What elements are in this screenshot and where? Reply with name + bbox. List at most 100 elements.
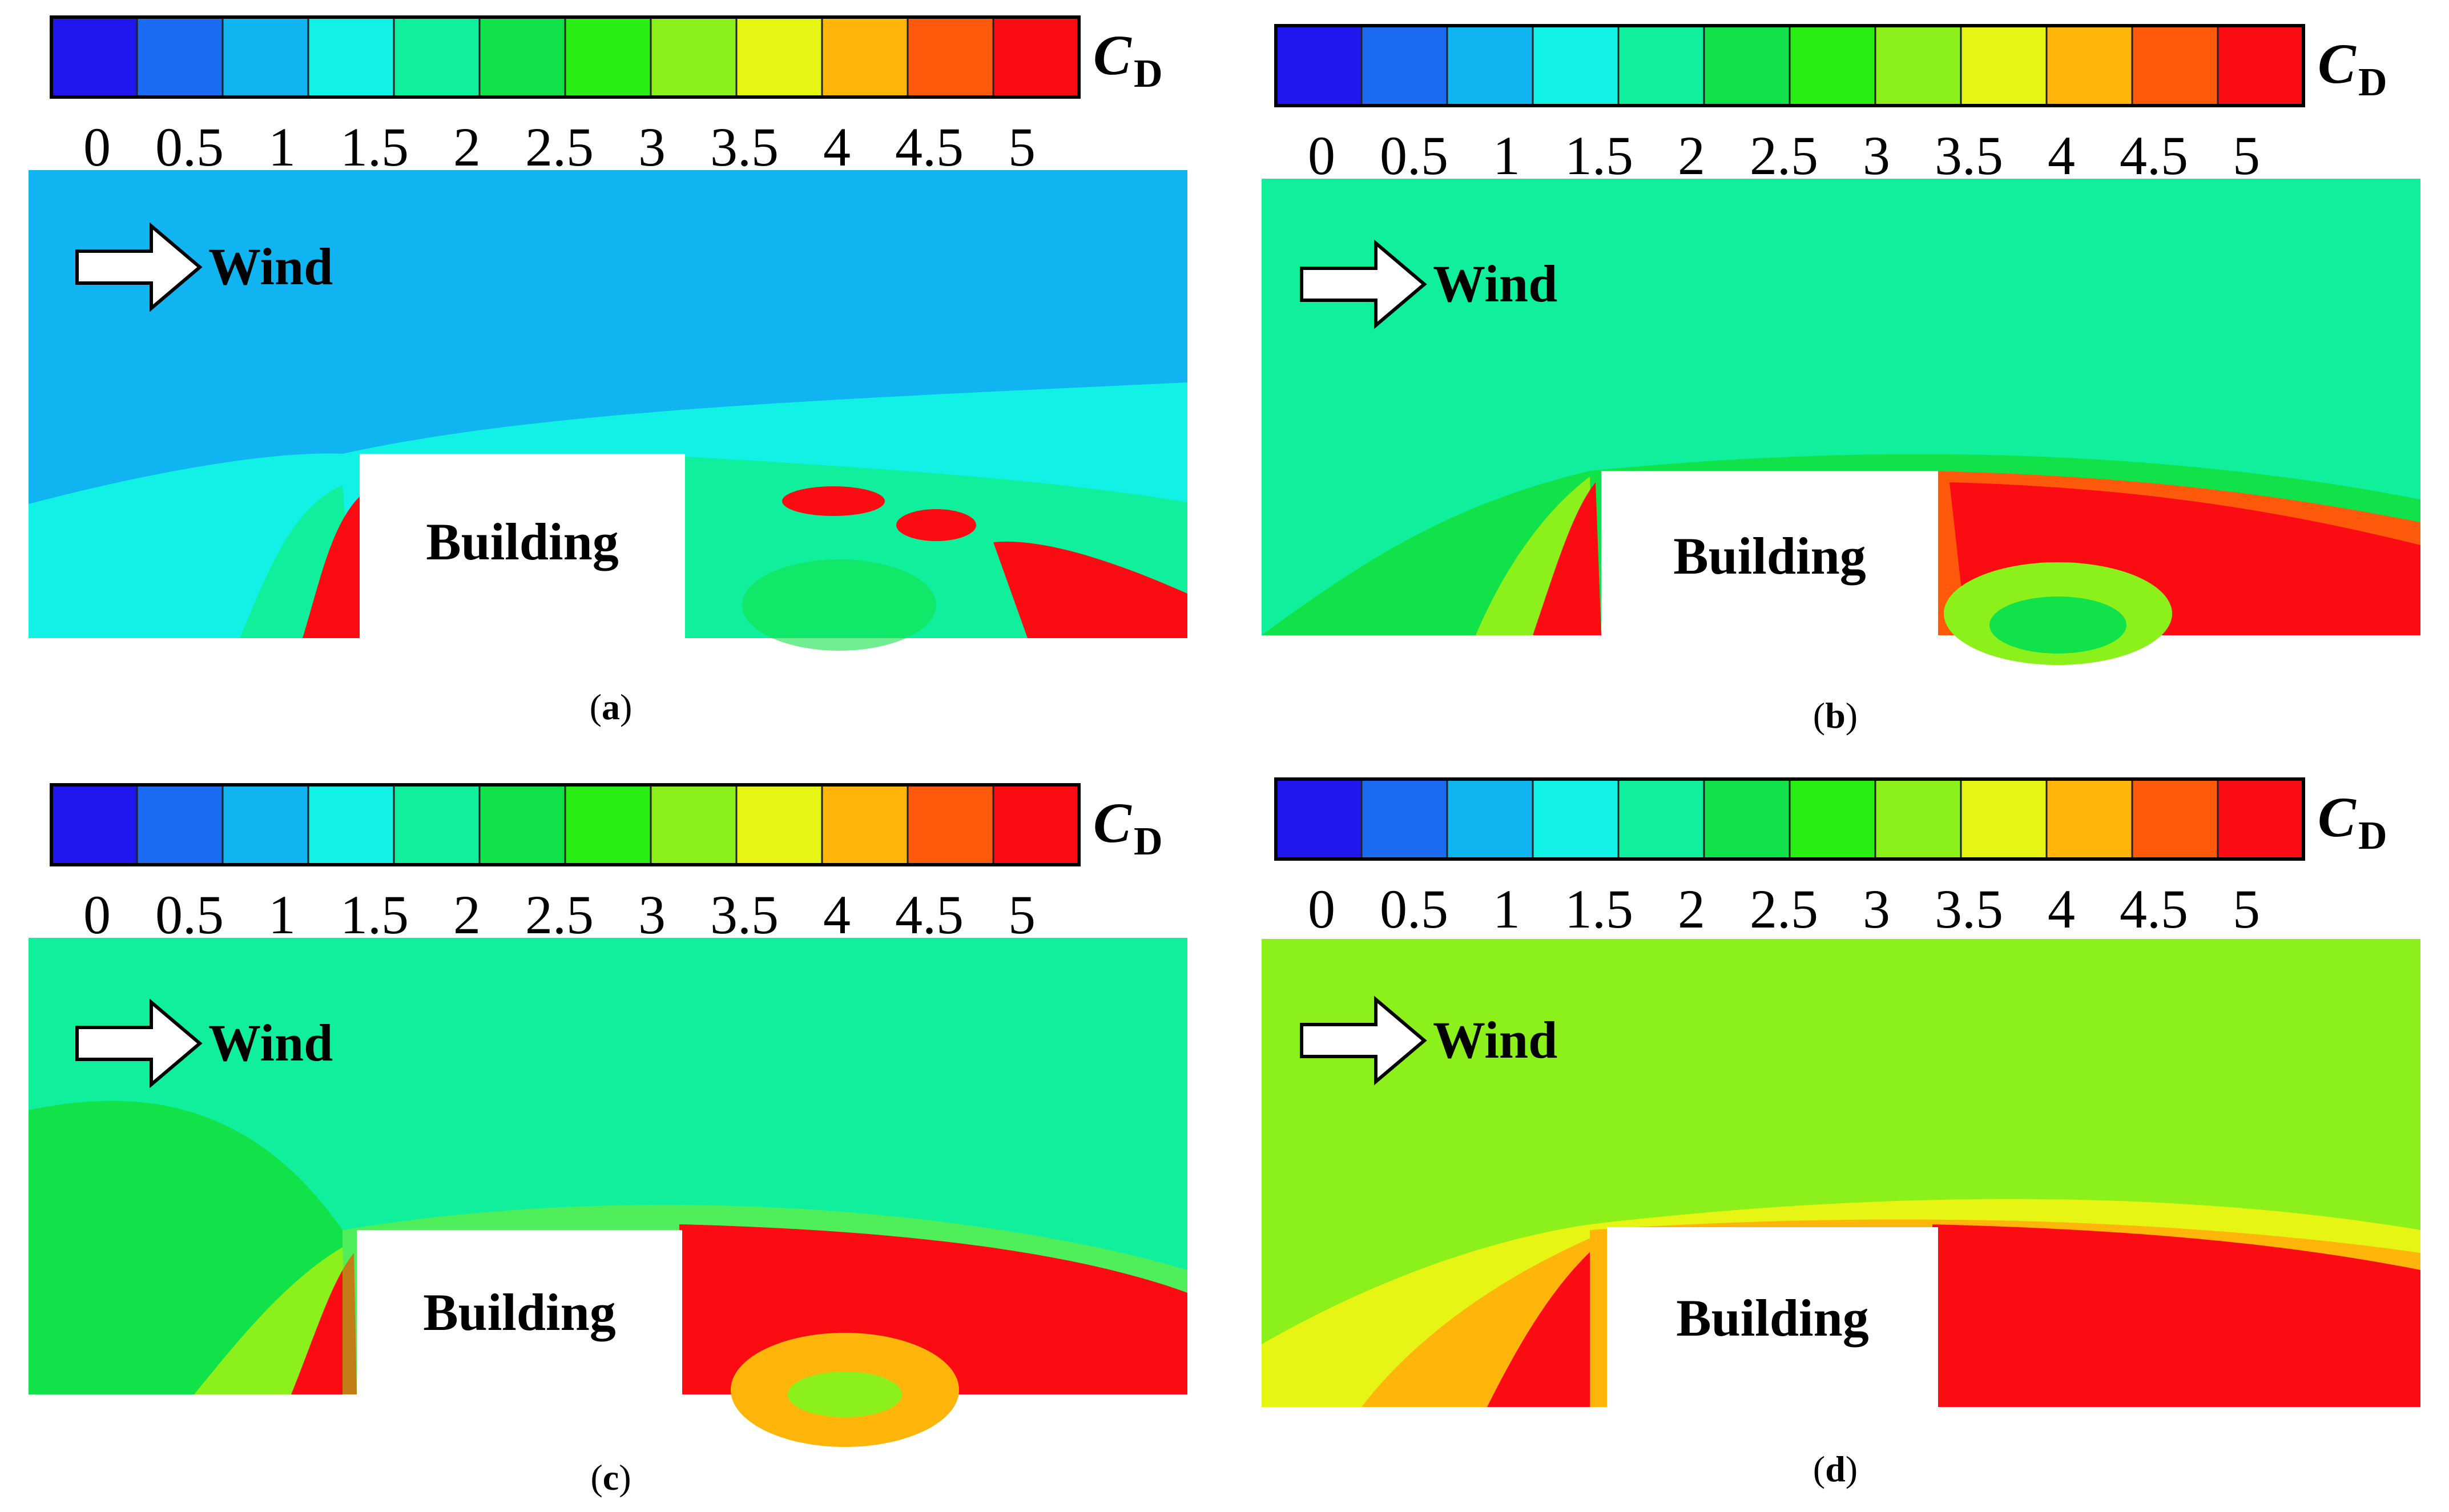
contour-band	[742, 559, 936, 651]
colorbar-cell	[1275, 778, 1363, 860]
colorbar-tick-label: 4	[2048, 878, 2075, 940]
colorbar-tick-label: 2.5	[1750, 878, 1818, 940]
colorbar-tick-label: 2.5	[1750, 125, 1818, 186]
colorbar-cell	[992, 784, 1080, 866]
colorbar-frame	[1274, 777, 2305, 861]
colorbar-cell	[2217, 25, 2305, 107]
colorbar-tick-label: 4	[823, 884, 851, 945]
colorbar-tick-label: 0	[1308, 878, 1335, 940]
contour-field: Building Wind	[1262, 179, 2420, 665]
colorbar-tick-label: 3	[638, 116, 666, 178]
colorbar-tick-label: 1.5	[1565, 878, 1633, 940]
colorbar-tick-label: 2	[1678, 125, 1705, 186]
contour-band	[1533, 482, 1601, 635]
colorbar-cell	[393, 784, 481, 866]
contour-band	[1932, 1224, 2420, 1407]
panel-b: C D 0 0.5 1 1.5 2 2.5 3 3.5 4 4.5 5 Building Wind …	[1247, 20, 2423, 739]
wind-label: Wind	[1433, 255, 1557, 313]
colorbar-tick-label: 5	[1008, 116, 1036, 178]
wind-label: Wind	[1433, 1011, 1557, 1069]
colorbar-cell	[136, 16, 224, 98]
colorbar-tick-label: 1	[1493, 878, 1520, 940]
colorbar-tick-label: 5	[2233, 878, 2260, 940]
colorbar-cell	[1789, 25, 1876, 107]
building-label: Building	[1673, 527, 1866, 585]
wind-arrow-icon	[1300, 995, 1427, 1086]
colorbar-tick-label: 3.5	[1935, 125, 2003, 186]
contour-field: Building Wind	[1262, 939, 2420, 1407]
colorbar-label: C	[2318, 32, 2357, 95]
panel-d-figure: C D 0 0.5 1 1.5 2 2.5 3 3.5 4 4.5 5 Building Wind …	[1262, 777, 2420, 1489]
colorbar-tick-label: 0	[1308, 125, 1335, 186]
colorbar-tick-label: 1	[268, 884, 296, 945]
colorbar-tick-label: 2	[453, 116, 481, 178]
building-label: Building	[1676, 1289, 1869, 1347]
colorbar-ticks: 0 0.5 1 1.5 2 2.5 3 3.5 4 4.5 5	[83, 116, 1036, 178]
colorbar-tick-label: 5	[1008, 884, 1036, 945]
colorbar-tick-label: 3	[1863, 125, 1890, 186]
colorbar-tick-label: 3	[638, 884, 666, 945]
colorbar-label-subscript: D	[1134, 820, 1163, 864]
colorbar-cell	[1532, 25, 1620, 107]
panel-caption: (d)	[1813, 1449, 1858, 1489]
colorbar-frame	[1274, 24, 2305, 107]
colorbar-cell	[50, 784, 138, 866]
panel-c-figure: C D 0 0.5 1 1.5 2 2.5 3 3.5 4 4.5 5 Building Wind …	[29, 783, 1187, 1498]
colorbar-cell	[2045, 25, 2133, 107]
colorbar-cell	[393, 16, 481, 98]
colorbar-tick-label: 1	[1493, 125, 1520, 186]
colorbar-tick-label: 3	[1863, 878, 1890, 940]
colorbar-tick-label: 4.5	[895, 884, 964, 945]
building-label: Building	[423, 1283, 616, 1341]
contour-band	[993, 541, 1187, 638]
colorbar-tick-label: 4.5	[2120, 878, 2188, 940]
colorbar-cell	[221, 784, 309, 866]
colorbar-cell	[1360, 25, 1448, 107]
colorbar-cell	[2045, 778, 2133, 860]
panel-caption: (a)	[590, 687, 633, 727]
contour-band	[1487, 1241, 1607, 1407]
contour-field: Building Wind	[29, 170, 1187, 651]
panel-caption: (b)	[1813, 695, 1858, 736]
colorbar-cell	[1446, 25, 1534, 107]
colorbar-cell	[1960, 778, 2048, 860]
colorbar-cell	[1446, 778, 1534, 860]
colorbar-cell	[650, 16, 738, 98]
colorbar-cell	[307, 16, 395, 98]
colorbar-cell	[821, 16, 909, 98]
wind-label: Wind	[208, 1014, 333, 1072]
colorbar-cell	[478, 16, 566, 98]
colorbar-cell	[50, 16, 138, 98]
colorbar-frame	[50, 15, 1081, 99]
colorbar-tick-label: 2.5	[525, 884, 594, 945]
colorbar-cell	[564, 784, 652, 866]
contour-field: Building Wind	[29, 938, 1187, 1447]
colorbar-cell	[1532, 778, 1620, 860]
colorbar-cell	[1360, 778, 1448, 860]
colorbar-label: C	[1093, 23, 1132, 87]
colorbar-cell	[1789, 778, 1876, 860]
colorbar-cell	[2131, 25, 2219, 107]
panel-c: C D 0 0.5 1 1.5 2 2.5 3 3.5 4 4.5 5 Building Wind …	[23, 779, 1199, 1498]
colorbar	[50, 15, 1081, 99]
panel-a: C D 0 0.5 1 1.5 2 2.5 3 3.5 4 4.5 5 Building Wind …	[23, 11, 1199, 731]
colorbar-tick-label: 3.5	[710, 884, 779, 945]
colorbar-cell	[221, 16, 309, 98]
colorbar-tick-label: 0	[83, 884, 111, 945]
colorbar-tick-label: 0.5	[155, 116, 224, 178]
colorbar-tick-label: 2.5	[525, 116, 594, 178]
colorbar-cell	[735, 16, 823, 98]
colorbar-cell	[1960, 25, 2048, 107]
contour-band	[1989, 596, 2126, 654]
colorbar-tick-label: 2	[1678, 878, 1705, 940]
colorbar-cell	[907, 784, 994, 866]
colorbar-cell	[2217, 778, 2305, 860]
colorbar-tick-label: 0.5	[155, 884, 224, 945]
colorbar-tick-label: 3.5	[710, 116, 779, 178]
colorbar-frame	[50, 783, 1081, 866]
contour-band	[788, 1372, 902, 1417]
colorbar-ticks: 0 0.5 1 1.5 2 2.5 3 3.5 4 4.5 5	[1308, 878, 2260, 940]
building	[357, 1230, 682, 1394]
contour-band	[896, 509, 976, 541]
building-label: Building	[426, 513, 619, 571]
